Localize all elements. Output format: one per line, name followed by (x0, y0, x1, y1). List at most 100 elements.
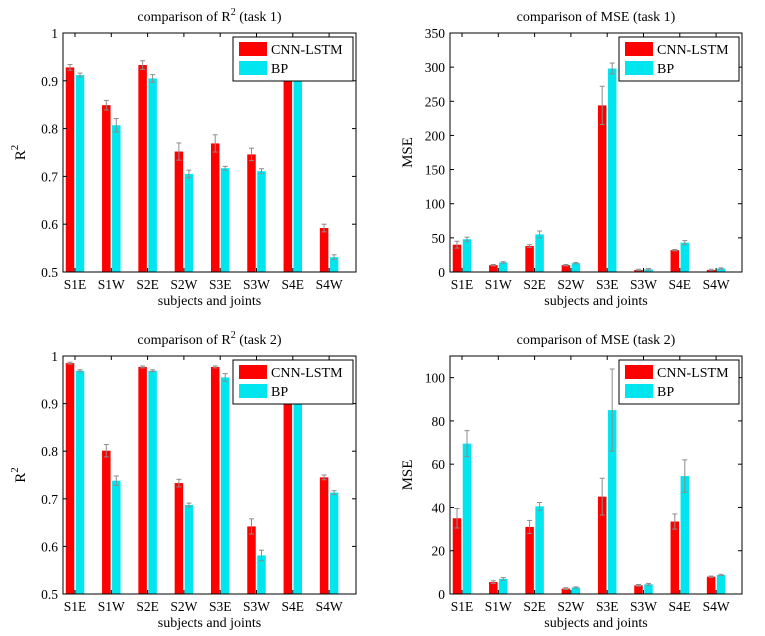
legend-swatch-bp (239, 384, 267, 398)
legend-swatch-cnn-lstm (625, 365, 653, 379)
error-bar-bp-s3w (259, 168, 264, 175)
bar-bp-s4w (716, 574, 726, 594)
error-bar-bp-s3e (609, 62, 615, 75)
bar-bp-s2w (571, 587, 581, 594)
chart-title: comparison of MSE (task 1) (517, 10, 676, 25)
y-tick-label: 40 (432, 500, 446, 515)
y-axis-label: MSE (400, 460, 416, 491)
bar-bp-s1e (75, 370, 85, 594)
error-bar-cnn-lstm-s3e (599, 85, 605, 125)
error-bar-bp-s2e (537, 501, 543, 511)
x-tick-label: S3E (209, 277, 232, 292)
bar-bp-s2e (148, 370, 157, 594)
x-axis-label: subjects and joints (158, 294, 261, 309)
bar-cnn-lstm-s2e (525, 246, 534, 272)
x-tick-label: S1W (98, 599, 125, 614)
x-tick-label: S4E (282, 599, 305, 614)
error-bar-bp-s2w (186, 502, 192, 508)
bar-cnn-lstm-s1e (65, 67, 75, 272)
error-bar-bp-s4e (682, 459, 688, 493)
y-tick-label: 0 (438, 265, 445, 280)
error-bar-bp-s2w (573, 261, 579, 265)
y-tick-label: 0.7 (41, 169, 58, 184)
y-tick-label: 60 (432, 457, 446, 472)
x-tick-label: S4E (282, 277, 305, 292)
legend-swatch-cnn-lstm (625, 42, 653, 56)
legend: CNN-LSTM BP (618, 359, 740, 405)
y-tick-label: 80 (432, 414, 446, 429)
legend-label-bp: BP (271, 385, 288, 400)
bar-cnn-lstm-s2w (174, 483, 184, 594)
y-tick-label: 0.8 (41, 122, 58, 137)
error-bar-bp-s2e (150, 74, 156, 83)
error-bar-cnn-lstm-s2e (527, 519, 533, 534)
error-bar-cnn-lstm-s3w (636, 583, 641, 587)
bar-bp-s4e (680, 476, 690, 594)
x-tick-label: S4W (316, 277, 343, 292)
error-bar-bp-s3w (646, 582, 651, 586)
legend-swatch-bp (625, 384, 653, 398)
x-tick-label: S4W (703, 599, 730, 614)
x-tick-label: S4E (669, 599, 692, 614)
error-bar-bp-s1w (113, 475, 119, 486)
bar-cnn-lstm-s4e (283, 363, 293, 594)
error-bar-bp-s1w (500, 261, 506, 264)
error-bar-cnn-lstm-s1e (454, 240, 460, 249)
chart-panel-1: 0.5 0.6 0.7 0.8 0.9 1 S1E S1W S2E S2W S3E S3W S4E S4W… (9, 7, 357, 309)
x-tick-label: S4W (316, 599, 343, 614)
bar-cnn-lstm-s3e (597, 105, 607, 272)
x-axis-label: subjects and joints (544, 294, 647, 309)
bar-bp-s3w (644, 269, 653, 272)
y-axis-label: R2 (9, 467, 29, 483)
error-bar-bp-s1w (500, 577, 506, 581)
x-tick-label: S3W (630, 599, 657, 614)
chart-panel-2: 0 50 100 150 200 250 300 350 S1E S1W S2E S2W S3E S3W S… (400, 10, 743, 309)
bar-bp-s4e (293, 371, 303, 594)
x-tick-label: S2W (170, 277, 197, 292)
error-bar-cnn-lstm-s2e (140, 60, 146, 70)
error-bar-bp-s3w (259, 549, 264, 562)
bar-bp-s2w (571, 263, 581, 272)
y-tick-label: 1 (51, 26, 58, 41)
y-tick-label: 250 (425, 94, 446, 109)
bar-bp-s3w (257, 171, 266, 272)
error-bar-cnn-lstm-s2e (140, 365, 146, 369)
bar-bp-s3w (257, 555, 266, 594)
x-tick-label: S2E (136, 599, 159, 614)
error-bar-bp-s4w (718, 267, 724, 270)
bar-cnn-lstm-s2w (561, 265, 571, 272)
bar-cnn-lstm-s3w (247, 526, 256, 594)
bar-cnn-lstm-s1w (102, 450, 111, 594)
plot-frame (449, 32, 743, 273)
bar-bp-s4e (680, 242, 690, 272)
error-bar-bp-s2w (186, 169, 192, 179)
x-tick-label: S2E (136, 277, 159, 292)
bar-bp-s1e (462, 239, 472, 272)
bar-bp-s1w (499, 578, 508, 594)
error-bar-bp-s1e (77, 72, 83, 78)
x-tick-label: S3E (596, 599, 619, 614)
error-bar-cnn-lstm-s4w (708, 575, 714, 578)
bar-bp-s3e (607, 68, 617, 272)
bar-cnn-lstm-s3w (247, 154, 256, 272)
y-tick-label: 150 (425, 163, 446, 178)
error-bar-cnn-lstm-s1w (490, 580, 496, 584)
bar-cnn-lstm-s2w (561, 588, 571, 594)
plot-frame (449, 355, 743, 595)
x-tick-label: S3E (209, 599, 232, 614)
bar-bp-s1w (499, 262, 508, 272)
y-tick-label: 0.5 (41, 265, 58, 280)
error-bar-cnn-lstm-s3e (212, 134, 218, 153)
bar-cnn-lstm-s2e (138, 65, 147, 272)
x-tick-label: S1W (98, 277, 125, 292)
legend: CNN-LSTM BP (232, 359, 354, 405)
bar-bp-s3e (607, 410, 617, 594)
bar-bp-s3e (220, 168, 230, 272)
chart-panel-4: 0 20 40 60 80 100 S1E S1W S2E S2W S3E S3W S4E S4W subj… (400, 333, 743, 631)
error-bar-bp-s2e (537, 230, 543, 239)
y-tick-label: 100 (425, 371, 446, 386)
x-tick-label: S1E (64, 599, 87, 614)
bar-bp-s4w (329, 492, 339, 594)
error-bar-cnn-lstm-s1w (103, 444, 109, 458)
error-bar-bp-s3e (609, 368, 615, 452)
